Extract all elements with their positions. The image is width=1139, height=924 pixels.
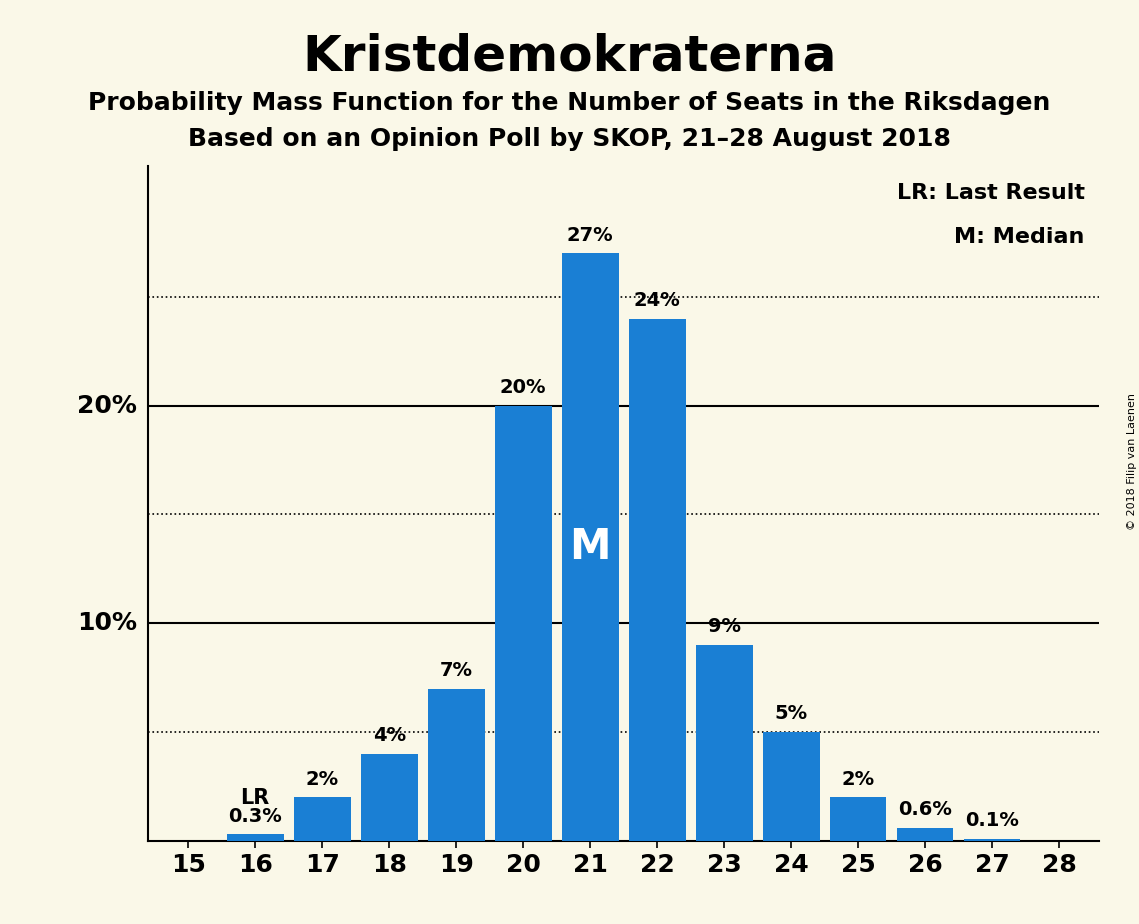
Bar [227,834,284,841]
Text: 2%: 2% [842,770,875,788]
Bar [562,253,618,841]
Bar [629,319,686,841]
Text: M: Median: M: Median [954,227,1084,247]
Text: 0.3%: 0.3% [228,807,282,826]
Bar [896,828,953,841]
Bar [964,839,1021,841]
Text: LR: LR [240,788,270,808]
Text: © 2018 Filip van Laenen: © 2018 Filip van Laenen [1126,394,1137,530]
Text: 24%: 24% [633,291,680,310]
Text: Kristdemokraterna: Kristdemokraterna [302,32,837,80]
Text: 4%: 4% [372,726,405,745]
Bar [494,406,551,841]
Text: 20%: 20% [76,394,137,418]
Text: Probability Mass Function for the Number of Seats in the Riksdagen: Probability Mass Function for the Number… [89,91,1050,115]
Text: 5%: 5% [775,704,808,723]
Bar [696,645,753,841]
Text: LR: Last Result: LR: Last Result [896,183,1084,203]
Text: 10%: 10% [76,612,137,636]
Text: 7%: 7% [440,661,473,680]
Text: 0.6%: 0.6% [898,800,952,819]
Bar [763,732,819,841]
Bar [361,754,418,841]
Text: 0.1%: 0.1% [965,811,1019,830]
Text: 9%: 9% [707,617,740,637]
Bar [294,797,351,841]
Text: M: M [570,526,611,568]
Text: 27%: 27% [567,225,614,245]
Text: 2%: 2% [305,770,338,788]
Bar [829,797,886,841]
Text: Based on an Opinion Poll by SKOP, 21–28 August 2018: Based on an Opinion Poll by SKOP, 21–28 … [188,127,951,151]
Bar [428,688,484,841]
Text: 20%: 20% [500,378,547,397]
